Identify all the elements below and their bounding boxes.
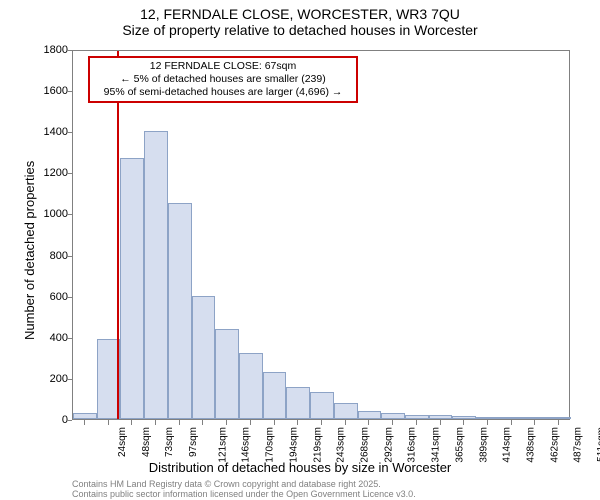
- x-tick-mark: [534, 420, 535, 425]
- x-tick-label: 316sqm: [407, 427, 418, 463]
- y-tick-label: 400: [8, 332, 68, 344]
- x-tick-mark: [368, 420, 369, 425]
- x-tick-mark: [416, 420, 417, 425]
- y-tick-mark: [66, 132, 72, 133]
- x-tick-mark: [297, 420, 298, 425]
- y-tick-mark: [66, 420, 72, 421]
- x-tick-label: 146sqm: [241, 427, 252, 463]
- histogram-bar: [452, 416, 476, 419]
- title-line-2: Size of property relative to detached ho…: [0, 22, 600, 38]
- histogram-bar: [547, 417, 571, 419]
- y-tick-label: 0: [8, 414, 68, 426]
- y-tick-mark: [66, 50, 72, 51]
- y-tick-mark: [66, 256, 72, 257]
- y-tick-mark: [66, 338, 72, 339]
- histogram-bar: [168, 203, 192, 419]
- y-tick-label: 1200: [8, 167, 68, 179]
- x-tick-label: 268sqm: [360, 427, 371, 463]
- x-tick-label: 341sqm: [431, 427, 442, 463]
- x-tick-label: 97sqm: [188, 427, 199, 457]
- histogram-bar: [358, 411, 382, 419]
- x-tick-label: 389sqm: [478, 427, 489, 463]
- x-tick-label: 170sqm: [265, 427, 276, 463]
- histogram-bar: [429, 415, 453, 419]
- y-tick-label: 1400: [8, 126, 68, 138]
- x-tick-label: 24sqm: [117, 427, 128, 457]
- x-tick-label: 219sqm: [312, 427, 323, 463]
- x-tick-mark: [392, 420, 393, 425]
- y-tick-label: 1000: [8, 208, 68, 220]
- annotation-line-3: 95% of semi-detached houses are larger (…: [94, 86, 352, 99]
- histogram-bar: [192, 296, 216, 419]
- x-tick-mark: [202, 420, 203, 425]
- histogram-bar: [215, 329, 239, 419]
- histogram-bar: [120, 158, 144, 419]
- y-tick-label: 1800: [8, 44, 68, 56]
- x-tick-label: 194sqm: [288, 427, 299, 463]
- histogram-bar: [239, 353, 263, 419]
- x-tick-mark: [558, 420, 559, 425]
- histogram-bar: [144, 131, 168, 419]
- x-tick-label: 243sqm: [336, 427, 347, 463]
- x-tick-mark: [463, 420, 464, 425]
- attribution: Contains HM Land Registry data © Crown c…: [72, 480, 416, 500]
- x-tick-mark: [440, 420, 441, 425]
- x-tick-mark: [511, 420, 512, 425]
- attribution-line-2: Contains public sector information licen…: [72, 490, 416, 500]
- x-tick-mark: [108, 420, 109, 425]
- histogram-bar: [310, 392, 334, 419]
- plot-area: [72, 50, 570, 420]
- histogram-bar: [286, 387, 310, 419]
- x-tick-mark: [274, 420, 275, 425]
- x-tick-mark: [131, 420, 132, 425]
- annotation-line-1: 12 FERNDALE CLOSE: 67sqm: [94, 60, 352, 73]
- x-tick-label: 121sqm: [217, 427, 228, 463]
- histogram-bar: [476, 417, 500, 419]
- x-tick-mark: [155, 420, 156, 425]
- x-tick-label: 73sqm: [164, 427, 175, 457]
- reference-line: [117, 51, 119, 419]
- y-tick-mark: [66, 379, 72, 380]
- x-tick-mark: [250, 420, 251, 425]
- histogram-bar: [263, 372, 287, 419]
- annotation-box: 12 FERNDALE CLOSE: 67sqm ← 5% of detache…: [88, 56, 358, 103]
- x-tick-label: 414sqm: [502, 427, 513, 463]
- histogram-bar: [381, 413, 405, 419]
- y-tick-mark: [66, 91, 72, 92]
- y-tick-label: 200: [8, 373, 68, 385]
- x-tick-label: 48sqm: [141, 427, 152, 457]
- x-tick-label: 487sqm: [573, 427, 584, 463]
- y-tick-mark: [66, 173, 72, 174]
- x-tick-label: 462sqm: [549, 427, 560, 463]
- y-tick-label: 1600: [8, 85, 68, 97]
- x-tick-mark: [179, 420, 180, 425]
- y-tick-mark: [66, 297, 72, 298]
- x-tick-mark: [226, 420, 227, 425]
- histogram-bar: [334, 403, 358, 419]
- title-line-1: 12, FERNDALE CLOSE, WORCESTER, WR3 7QU: [0, 6, 600, 22]
- x-tick-mark: [321, 420, 322, 425]
- x-tick-label: 365sqm: [454, 427, 465, 463]
- x-tick-label: 292sqm: [383, 427, 394, 463]
- histogram-bar: [500, 417, 524, 419]
- y-tick-label: 800: [8, 250, 68, 262]
- x-tick-label: 511sqm: [596, 427, 600, 462]
- histogram-bar: [524, 417, 548, 419]
- annotation-line-2: ← 5% of detached houses are smaller (239…: [94, 73, 352, 86]
- y-tick-mark: [66, 214, 72, 215]
- histogram-bar: [73, 413, 97, 419]
- x-tick-mark: [487, 420, 488, 425]
- x-tick-label: 438sqm: [526, 427, 537, 463]
- histogram-bar: [405, 415, 429, 419]
- x-tick-mark: [84, 420, 85, 425]
- y-tick-label: 600: [8, 291, 68, 303]
- chart-title: 12, FERNDALE CLOSE, WORCESTER, WR3 7QU S…: [0, 6, 600, 38]
- x-tick-mark: [345, 420, 346, 425]
- page-root: 12, FERNDALE CLOSE, WORCESTER, WR3 7QU S…: [0, 0, 600, 500]
